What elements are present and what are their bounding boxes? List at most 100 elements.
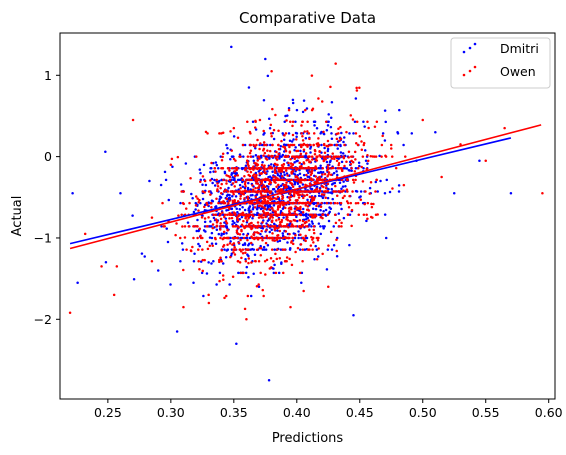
scatter-point-owen: [269, 225, 273, 228]
scatter-point-owen: [326, 182, 330, 186]
scatter-point-owen: [163, 225, 166, 228]
scatter-point-owen: [307, 209, 311, 212]
scatter-point-dmitri: [247, 243, 250, 247]
scatter-point-dmitri: [277, 271, 281, 275]
scatter-point-owen: [188, 201, 191, 205]
scatter-point-dmitri: [272, 137, 276, 141]
scatter-point-owen: [306, 205, 310, 208]
scatter-point-owen: [275, 158, 279, 161]
scatter-point-owen: [352, 181, 356, 184]
scatter-point-owen: [370, 202, 373, 206]
chart-title: Comparative Data: [239, 9, 376, 27]
scatter-point-owen: [365, 167, 368, 171]
scatter-point-owen: [301, 259, 304, 263]
scatter-point-owen: [345, 130, 348, 134]
scatter-point-dmitri: [274, 190, 277, 193]
scatter-point-owen: [355, 120, 359, 124]
scatter-point-owen: [301, 210, 305, 214]
scatter-point-dmitri: [301, 183, 305, 186]
scatter-point-owen: [270, 213, 274, 216]
scatter-point-dmitri: [272, 204, 276, 207]
scatter-point-owen: [220, 259, 223, 263]
scatter-point-owen: [305, 159, 308, 162]
scatter-point-owen: [484, 159, 487, 162]
scatter-point-owen: [254, 179, 258, 183]
scatter-point-owen: [333, 190, 336, 193]
scatter-point-owen: [366, 201, 370, 205]
scatter-point-owen: [293, 157, 297, 160]
scatter-point-dmitri: [243, 143, 247, 147]
scatter-point-dmitri: [357, 161, 361, 164]
scatter-point-dmitri: [251, 155, 255, 158]
scatter-point-owen: [294, 225, 298, 228]
scatter-point-owen: [209, 193, 212, 196]
scatter-point-owen: [323, 151, 327, 155]
scatter-point-owen: [276, 234, 280, 237]
scatter-point-owen: [312, 190, 315, 193]
scatter-point-owen: [248, 178, 252, 182]
scatter-point-owen: [265, 258, 269, 262]
scatter-point-owen: [302, 201, 305, 205]
scatter-point-owen: [220, 248, 224, 252]
scatter-point-owen: [318, 149, 321, 153]
scatter-point-owen: [268, 179, 271, 182]
scatter-point-owen: [366, 159, 370, 163]
scatter-point-owen: [277, 218, 281, 221]
scatter-point-owen: [330, 167, 333, 170]
scatter-point-dmitri: [363, 149, 367, 152]
scatter-point-owen: [169, 163, 173, 167]
scatter-point-owen: [291, 166, 294, 170]
scatter-point-dmitri: [358, 164, 361, 168]
scatter-point-owen: [289, 220, 293, 223]
scatter-point-owen: [263, 207, 267, 210]
scatter-point-dmitri: [350, 169, 353, 173]
scatter-point-owen: [231, 243, 234, 246]
scatter-point-owen: [276, 195, 280, 199]
scatter-point-owen: [330, 143, 333, 147]
scatter-point-owen: [284, 236, 288, 240]
scatter-point-owen: [287, 167, 291, 170]
scatter-point-dmitri: [304, 137, 308, 140]
scatter-point-owen: [404, 155, 407, 158]
scatter-point-owen: [296, 213, 299, 216]
scatter-point-owen: [263, 169, 266, 172]
scatter-point-dmitri: [230, 207, 234, 210]
scatter-point-dmitri: [348, 169, 352, 172]
scatter-point-owen: [267, 225, 270, 228]
scatter-point-dmitri: [266, 170, 269, 173]
scatter-point-owen: [292, 193, 296, 197]
scatter-point-dmitri: [337, 157, 340, 161]
scatter-point-dmitri: [225, 209, 228, 212]
scatter-point-dmitri: [225, 226, 229, 229]
legend-box: [450, 37, 551, 89]
scatter-point-dmitri: [318, 186, 322, 190]
scatter-point-dmitri: [301, 110, 305, 114]
scatter-point-owen: [317, 247, 320, 250]
scatter-point-owen: [249, 225, 253, 228]
scatter-point-owen: [389, 143, 393, 147]
scatter-point-owen: [381, 134, 384, 138]
scatter-point-owen: [349, 162, 353, 166]
scatter-point-owen: [356, 143, 360, 147]
scatter-point-dmitri: [355, 190, 359, 193]
scatter-point-owen: [182, 202, 185, 206]
scatter-point-owen: [223, 296, 226, 300]
scatter-point-dmitri: [204, 183, 208, 187]
scatter-point-dmitri: [338, 181, 342, 185]
scatter-point-dmitri: [244, 257, 247, 261]
scatter-point-owen: [196, 236, 199, 240]
scatter-point-owen: [239, 194, 242, 198]
scatter-point-owen: [357, 213, 361, 216]
scatter-point-owen: [233, 245, 236, 249]
scatter-point-owen: [263, 178, 266, 182]
scatter-point-dmitri: [276, 229, 279, 232]
scatter-point-owen: [333, 157, 336, 161]
scatter-point-owen: [308, 195, 312, 199]
scatter-point-dmitri: [384, 120, 387, 124]
scatter-point-owen: [235, 229, 239, 232]
scatter-point-dmitri: [230, 172, 234, 175]
scatter-point-owen: [337, 225, 341, 228]
legend: Dmitri Owen: [450, 37, 551, 89]
scatter-point-owen: [246, 155, 250, 158]
scatter-point-owen: [191, 245, 194, 249]
